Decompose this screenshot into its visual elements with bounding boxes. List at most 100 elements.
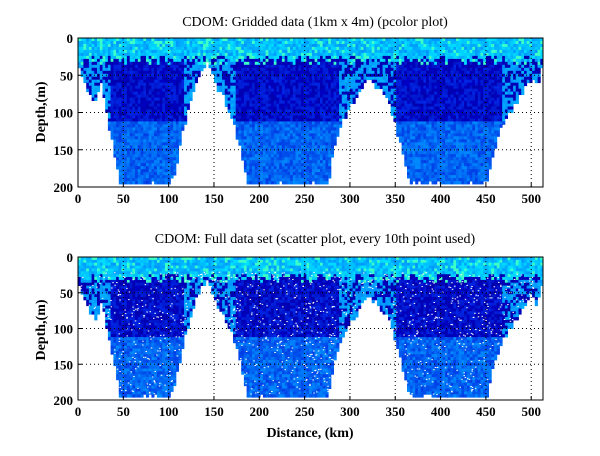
data-cell <box>192 41 196 45</box>
data-cell <box>165 112 169 116</box>
data-cell <box>439 112 443 116</box>
data-cell <box>233 106 237 110</box>
data-cell <box>243 58 247 63</box>
data-cell <box>311 157 315 161</box>
data-cell <box>137 44 141 48</box>
data-cell <box>322 85 326 90</box>
data-cell <box>124 127 128 131</box>
data-cell <box>102 41 106 45</box>
data-cell <box>170 166 174 170</box>
data-cell <box>271 46 275 51</box>
data-cell <box>420 67 424 72</box>
data-cell <box>273 181 277 185</box>
data-cell <box>322 100 326 104</box>
data-cell <box>170 148 174 152</box>
data-cell <box>306 175 310 179</box>
data-cell <box>99 49 103 54</box>
data-cell <box>135 139 139 143</box>
data-cell <box>420 163 424 167</box>
data-cell <box>178 76 182 81</box>
data-cell <box>102 49 106 54</box>
data-cell <box>80 38 84 42</box>
data-cell <box>165 106 169 110</box>
data-cell <box>320 178 324 182</box>
data-cell <box>301 58 305 63</box>
data-cell <box>175 46 179 51</box>
data-cell <box>260 76 264 81</box>
data-cell <box>309 142 313 146</box>
data-cell <box>118 100 122 104</box>
data-cell <box>241 49 245 54</box>
data-cell <box>146 38 150 42</box>
data-cell <box>170 49 174 54</box>
data-cell <box>339 91 343 95</box>
data-cell <box>450 139 454 143</box>
data-cell <box>273 100 277 104</box>
data-cell <box>181 100 185 104</box>
data-cell <box>445 124 449 128</box>
data-cell <box>447 166 451 170</box>
data-cell <box>420 100 424 104</box>
data-cell <box>276 124 280 128</box>
data-cell <box>249 121 253 125</box>
data-cell <box>360 79 364 84</box>
data-cell <box>330 115 334 119</box>
data-cell <box>322 130 326 134</box>
data-cell <box>409 70 413 75</box>
data-cell <box>222 55 226 60</box>
data-cell <box>341 38 345 42</box>
data-cell <box>230 103 234 107</box>
data-cell <box>165 85 169 90</box>
data-cell <box>298 124 302 128</box>
data-cell <box>306 157 310 161</box>
data-cell <box>447 103 451 107</box>
data-cell <box>290 100 294 104</box>
data-cell <box>322 103 326 107</box>
data-cell <box>260 58 264 63</box>
data-cell <box>447 121 451 125</box>
data-cell <box>118 103 122 107</box>
data-cell <box>404 76 408 81</box>
data-cell <box>159 151 163 155</box>
data-cell <box>309 85 313 90</box>
data-cell <box>116 100 120 104</box>
data-cell <box>159 148 163 152</box>
data-cell <box>167 70 171 75</box>
data-cell <box>173 67 177 72</box>
data-cell <box>126 73 130 78</box>
data-cell <box>216 70 220 75</box>
data-cell <box>200 41 204 45</box>
data-cell <box>91 88 95 93</box>
data-cell <box>167 148 171 152</box>
data-cell <box>227 44 231 48</box>
data-cell <box>241 79 245 84</box>
data-cell <box>156 133 160 137</box>
data-cell <box>243 160 247 164</box>
data-cell <box>271 79 275 84</box>
data-cell <box>118 97 122 101</box>
data-cell <box>208 49 212 54</box>
data-cell <box>371 44 375 48</box>
data-cell <box>431 46 435 51</box>
data-cell <box>99 52 103 57</box>
data-cell <box>113 100 117 104</box>
data-cell <box>265 157 269 161</box>
data-cell <box>434 124 438 128</box>
data-cell <box>230 64 234 69</box>
data-cell <box>360 44 364 48</box>
data-cell <box>156 115 160 119</box>
data-cell <box>268 178 272 182</box>
data-cell <box>390 88 394 93</box>
data-cell <box>322 106 326 110</box>
data-cell <box>107 85 111 90</box>
data-cell <box>260 118 264 122</box>
data-cell <box>238 106 242 110</box>
data-cell <box>197 58 201 63</box>
data-cell <box>317 103 321 107</box>
data-cell <box>415 121 419 125</box>
data-cell <box>279 67 283 72</box>
data-cell <box>415 130 419 134</box>
data-cell <box>189 61 193 66</box>
data-cell <box>287 124 291 128</box>
data-cell <box>154 130 158 134</box>
